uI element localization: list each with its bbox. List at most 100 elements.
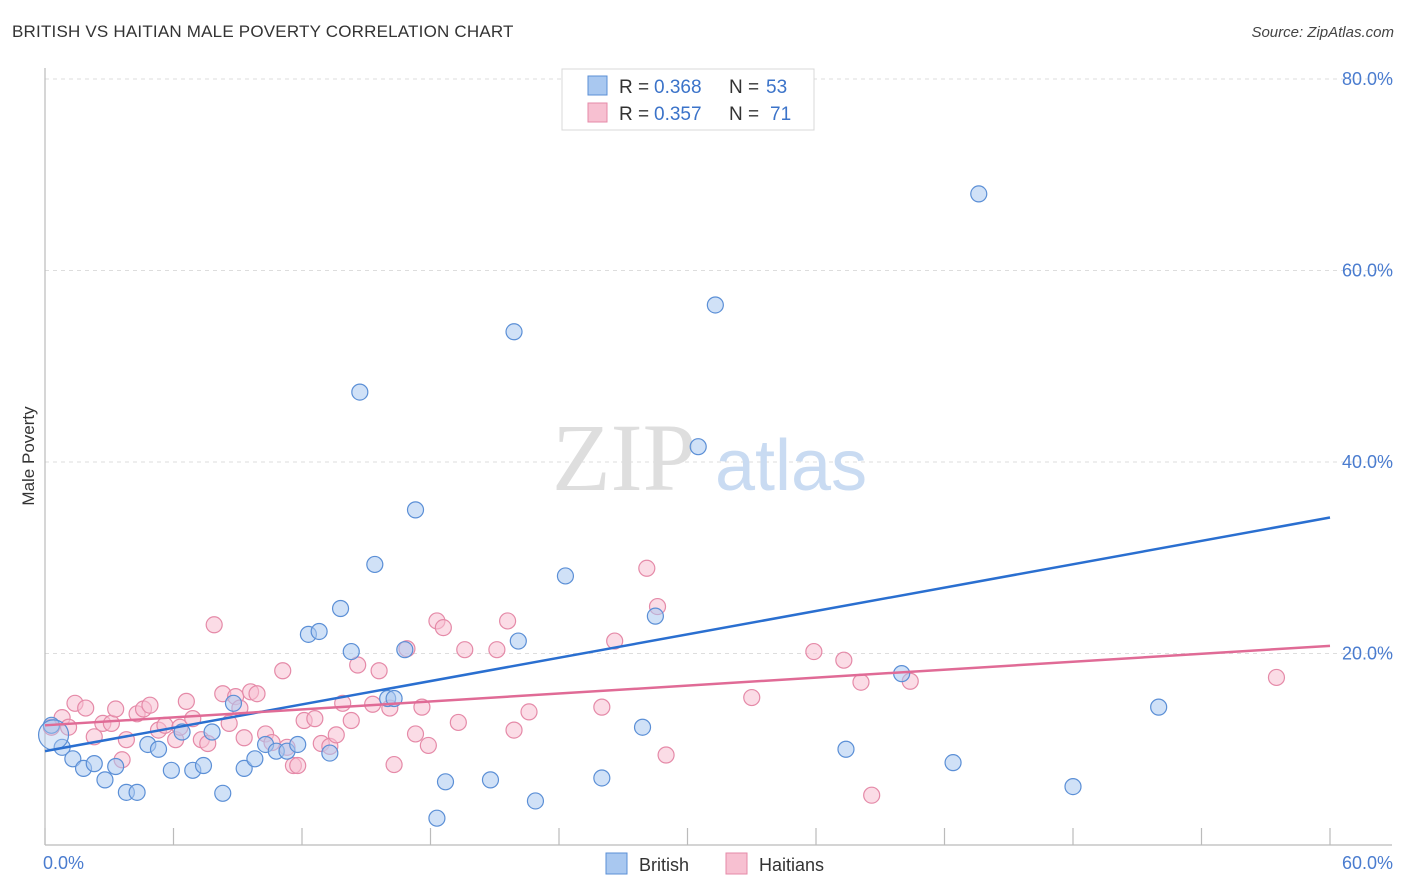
haitian-point-35 bbox=[289, 756, 307, 775]
british-point-25 bbox=[310, 622, 328, 641]
british-point-8 bbox=[128, 783, 146, 801]
haitian-point-60 bbox=[593, 698, 611, 716]
haitian-point-54 bbox=[449, 713, 467, 732]
british-points bbox=[37, 185, 1168, 827]
bottom-legend-british-label: British bbox=[639, 855, 689, 875]
british-point-52 bbox=[1150, 698, 1168, 716]
british-point-47 bbox=[837, 740, 855, 758]
stats-legend: R = 0.368 N = 53 R = 0.357 N = 71 bbox=[561, 68, 815, 131]
british-point-14 bbox=[194, 756, 213, 775]
haitian-point-4 bbox=[77, 699, 95, 717]
british-point-35 bbox=[428, 809, 446, 827]
haitian-point-61 bbox=[606, 632, 624, 650]
british-point-26 bbox=[321, 744, 339, 762]
british-point-19 bbox=[246, 750, 264, 768]
haitian-point-49 bbox=[406, 725, 425, 743]
british-point-37 bbox=[481, 771, 500, 789]
british-point-42 bbox=[593, 769, 611, 787]
haitian-point-8 bbox=[107, 700, 125, 718]
tick-labels: 20.0% 40.0% 60.0% 80.0% 0.0% 60.0% bbox=[43, 69, 1393, 873]
haitian-point-10 bbox=[117, 731, 135, 749]
haitian-points bbox=[42, 559, 1286, 804]
british-point-45 bbox=[689, 438, 707, 456]
legend-haitian-swatch bbox=[587, 102, 608, 123]
legend-haitian-n-value: 71 bbox=[770, 104, 791, 125]
british-point-51 bbox=[1064, 777, 1082, 796]
haitian-point-66 bbox=[805, 642, 823, 661]
x-tick-label-max: 60.0% bbox=[1342, 853, 1393, 873]
legend-british-n-value: 53 bbox=[766, 77, 787, 98]
british-point-41 bbox=[556, 567, 575, 585]
british-point-15 bbox=[203, 723, 221, 741]
haitian-point-45 bbox=[370, 662, 388, 680]
trend-lines bbox=[44, 516, 1331, 753]
british-point-34 bbox=[406, 501, 425, 519]
haitian-point-69 bbox=[863, 786, 881, 804]
british-point-5 bbox=[96, 771, 114, 789]
haitian-point-64 bbox=[657, 746, 675, 764]
british-point-38 bbox=[505, 323, 523, 341]
legend-british-swatch bbox=[587, 75, 608, 96]
british-point-43 bbox=[633, 718, 652, 736]
haitian-point-42 bbox=[342, 711, 360, 730]
british-point-50 bbox=[970, 185, 988, 203]
haitian-point-32 bbox=[274, 662, 292, 680]
british-point-30 bbox=[366, 555, 384, 574]
series-legend: British Haitians bbox=[605, 852, 824, 875]
haitian-point-59 bbox=[520, 703, 538, 721]
british-point-33 bbox=[396, 641, 414, 659]
haitian-point-57 bbox=[499, 612, 517, 630]
british-point-18 bbox=[235, 759, 253, 778]
legend-british-r-label: R = bbox=[619, 77, 649, 98]
british-point-17 bbox=[224, 694, 243, 712]
british-point-36 bbox=[436, 773, 455, 791]
y-axis-title: Male Poverty bbox=[19, 406, 38, 506]
y-tick-label-1: 40.0% bbox=[1342, 452, 1393, 472]
haitian-point-68 bbox=[852, 673, 870, 691]
haitian-point-65 bbox=[743, 688, 761, 707]
haitian-point-55 bbox=[456, 641, 474, 659]
british-point-49 bbox=[944, 754, 962, 772]
haitian-point-13 bbox=[141, 696, 159, 714]
haitian-point-58 bbox=[505, 721, 523, 739]
watermark: ZIP atlas bbox=[552, 404, 867, 511]
legend-haitian-r-value: 0.357 bbox=[654, 104, 702, 125]
source-credit: Source: ZipAtlas.com bbox=[1251, 24, 1394, 41]
british-point-27 bbox=[331, 599, 350, 618]
legend-haitian-r-label: R = bbox=[619, 104, 649, 125]
watermark-atlas: atlas bbox=[715, 426, 867, 506]
legend-british-r-value: 0.368 bbox=[654, 77, 702, 98]
british-point-28 bbox=[342, 642, 360, 661]
haitian-trend-line bbox=[44, 644, 1331, 727]
bottom-legend-british-swatch bbox=[605, 852, 628, 875]
haitian-point-62 bbox=[638, 559, 656, 577]
british-point-46 bbox=[706, 296, 724, 314]
haitian-point-71 bbox=[1267, 668, 1286, 687]
bottom-legend-haitian-swatch bbox=[725, 852, 748, 875]
british-point-2 bbox=[64, 750, 82, 768]
haitian-point-40 bbox=[327, 726, 345, 744]
british-point-29 bbox=[351, 383, 369, 401]
haitian-point-27 bbox=[235, 729, 253, 747]
haitian-point-47 bbox=[385, 755, 403, 774]
british-point-23 bbox=[289, 735, 307, 754]
bottom-legend-haitian-label: Haitians bbox=[759, 855, 824, 875]
haitian-point-67 bbox=[835, 651, 853, 669]
y-tick-label-0: 20.0% bbox=[1342, 644, 1393, 664]
haitian-point-7 bbox=[102, 714, 120, 732]
haitian-point-18 bbox=[177, 692, 195, 710]
haitian-point-53 bbox=[434, 619, 452, 637]
haitian-point-56 bbox=[488, 641, 506, 659]
british-point-16 bbox=[214, 784, 232, 802]
y-tick-label-2: 60.0% bbox=[1342, 261, 1393, 281]
british-point-4 bbox=[85, 755, 103, 773]
british-point-40 bbox=[526, 792, 545, 810]
legend-haitian-n-label: N = bbox=[729, 104, 759, 125]
british-point-39 bbox=[509, 632, 527, 650]
british-point-10 bbox=[149, 740, 168, 758]
haitian-point-51 bbox=[419, 736, 437, 755]
legend-british-n-label: N = bbox=[729, 77, 759, 98]
chart-title: BRITISH VS HAITIAN MALE POVERTY CORRELAT… bbox=[12, 22, 514, 41]
british-point-11 bbox=[162, 761, 180, 779]
